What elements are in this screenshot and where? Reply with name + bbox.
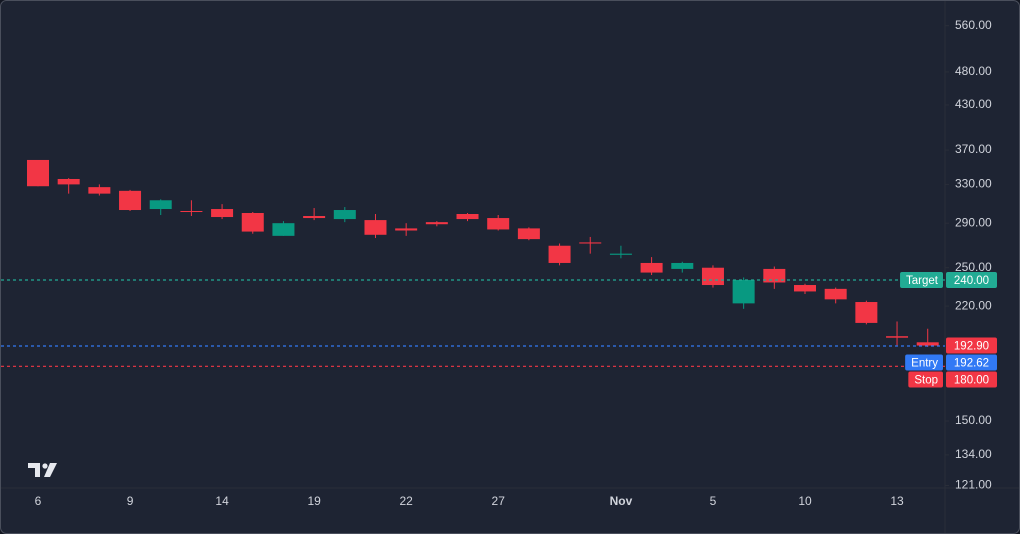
candle-body — [579, 242, 602, 244]
candle-body — [180, 211, 203, 213]
candle-body — [916, 342, 939, 346]
level-value-box — [946, 271, 997, 288]
y-tick-label: 290.00 — [955, 215, 992, 229]
level-name-box — [900, 271, 943, 288]
level-value-box — [946, 371, 997, 388]
y-tick-label: 480.00 — [955, 64, 992, 78]
level-name-box — [908, 371, 943, 388]
candle-body — [701, 267, 724, 286]
level-value-label: 180.00 — [954, 375, 989, 387]
candle-body — [333, 210, 356, 220]
x-tick-label: 10 — [798, 494, 812, 508]
level-value-box — [946, 354, 997, 371]
candle-body — [548, 245, 571, 263]
candle-body — [395, 228, 418, 231]
y-tick-label: 370.00 — [955, 142, 992, 156]
candle-body — [855, 302, 878, 323]
candle-body — [149, 200, 172, 210]
level-value-label: 240.00 — [954, 275, 989, 287]
level-name: Target — [906, 275, 939, 287]
x-tick-label: 14 — [215, 494, 229, 508]
logo — [28, 463, 57, 477]
x-tick-label: 9 — [127, 494, 134, 508]
x-tick-label: 19 — [307, 494, 321, 508]
candle-body — [763, 268, 786, 283]
y-tick-label: 430.00 — [955, 97, 992, 111]
y-tick-label: 330.00 — [955, 177, 992, 191]
candle-body — [303, 216, 326, 219]
candle-body — [57, 178, 80, 185]
level-name-box — [905, 354, 943, 371]
level-name: Entry — [911, 358, 938, 370]
candle-body — [364, 220, 387, 235]
candle-body — [640, 262, 663, 273]
x-tick-label: 6 — [35, 494, 42, 508]
candle-body — [425, 222, 448, 225]
y-tick-label: 250.00 — [955, 260, 992, 274]
candle-body — [211, 209, 234, 218]
candle-body — [272, 223, 295, 236]
candle-body — [824, 288, 847, 300]
candle-body — [671, 262, 694, 269]
candle-body — [456, 214, 479, 220]
y-tick-label: 150.00 — [955, 413, 992, 427]
y-tick-label: 121.00 — [955, 478, 992, 492]
candle-body — [732, 279, 755, 304]
last-price-box — [946, 337, 997, 354]
y-tick-label: 134.00 — [955, 447, 992, 461]
candle-body — [609, 253, 632, 255]
x-tick-label: Nov — [610, 494, 633, 508]
x-tick-label: 5 — [710, 494, 717, 508]
x-tick-label: 22 — [399, 494, 413, 508]
candle-body — [517, 228, 540, 240]
level-value-label: 192.62 — [954, 358, 989, 370]
level-name: Stop — [914, 375, 938, 387]
y-tick-label: 220.00 — [955, 298, 992, 312]
candle-body — [487, 218, 510, 230]
candle-body — [119, 190, 142, 211]
candle-body — [27, 159, 49, 187]
y-tick-label: 560.00 — [955, 18, 992, 32]
candle-body — [794, 285, 816, 292]
x-tick-label: 13 — [890, 494, 904, 508]
candle-body — [88, 187, 111, 194]
x-tick-label: 27 — [492, 494, 506, 508]
candle-body — [241, 213, 264, 232]
last-price-label: 192.90 — [954, 341, 989, 353]
candle-body — [886, 336, 909, 338]
